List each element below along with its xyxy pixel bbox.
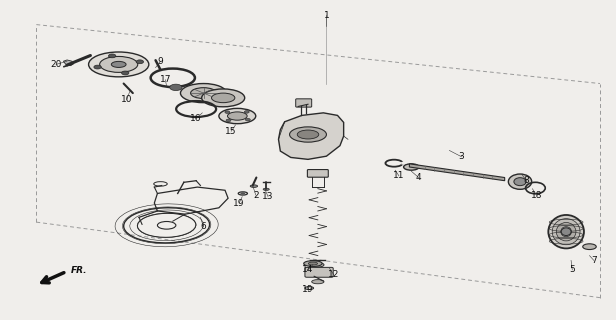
Circle shape [226,119,231,122]
Text: 6: 6 [201,222,206,231]
Circle shape [121,71,129,75]
Ellipse shape [304,261,322,267]
Ellipse shape [308,262,317,265]
Ellipse shape [201,89,245,107]
Ellipse shape [211,93,235,103]
Text: 10: 10 [121,95,132,104]
Ellipse shape [219,108,256,124]
Ellipse shape [552,219,580,245]
Ellipse shape [290,127,326,142]
Text: 20: 20 [51,60,62,69]
Polygon shape [410,164,505,181]
Ellipse shape [312,280,324,284]
Circle shape [136,60,144,64]
Circle shape [240,192,245,195]
Circle shape [170,84,182,91]
Text: 5: 5 [569,265,575,275]
Ellipse shape [111,61,126,68]
FancyBboxPatch shape [296,99,312,107]
Circle shape [108,54,116,58]
Text: 13: 13 [262,192,274,201]
Text: 19: 19 [302,285,314,294]
Ellipse shape [89,52,149,77]
Ellipse shape [514,178,526,186]
Circle shape [245,118,250,121]
Text: 2: 2 [253,190,259,200]
Text: 11: 11 [393,172,405,180]
Ellipse shape [263,188,269,190]
Text: 7: 7 [591,256,597,265]
Circle shape [245,111,249,113]
Ellipse shape [561,228,571,236]
Circle shape [94,65,101,69]
Text: 12: 12 [328,270,339,279]
Polygon shape [278,113,344,159]
Text: 1: 1 [323,11,330,20]
Ellipse shape [312,263,324,267]
Circle shape [225,111,230,113]
Ellipse shape [561,227,572,237]
Text: 3: 3 [459,152,464,161]
Ellipse shape [250,185,257,188]
Ellipse shape [180,84,227,103]
Text: 19: 19 [233,198,245,207]
Text: 14: 14 [302,265,314,275]
Text: 17: 17 [160,75,171,84]
Ellipse shape [227,112,247,120]
Text: FR.: FR. [71,266,87,275]
Ellipse shape [100,56,138,72]
Polygon shape [63,60,73,66]
Text: 15: 15 [225,127,237,136]
Text: 9: 9 [158,57,163,66]
Text: 16: 16 [190,114,202,123]
Ellipse shape [298,130,318,139]
Text: 18: 18 [531,190,542,200]
FancyBboxPatch shape [307,170,328,177]
Ellipse shape [508,174,532,189]
Ellipse shape [548,215,584,248]
Ellipse shape [556,222,576,241]
FancyBboxPatch shape [305,268,333,277]
Ellipse shape [583,244,596,250]
Ellipse shape [403,164,419,170]
Text: 8: 8 [524,176,529,185]
Ellipse shape [190,88,216,99]
Text: 4: 4 [416,173,421,182]
